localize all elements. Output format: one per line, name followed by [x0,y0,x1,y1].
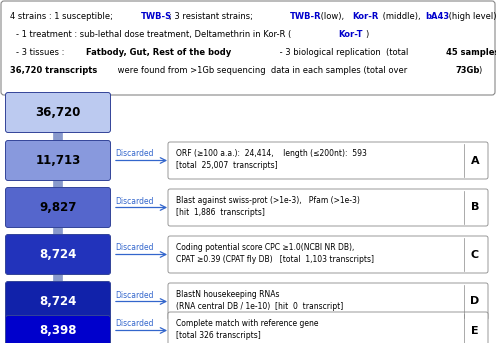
Text: E: E [471,326,479,335]
FancyBboxPatch shape [168,236,488,273]
Text: - 1 treatment : sub-lethal dose treatment, Deltamethrin in Kor-R (: - 1 treatment : sub-lethal dose treatmen… [16,30,291,39]
FancyBboxPatch shape [1,1,495,95]
Text: TWB-R: TWB-R [290,12,321,21]
FancyBboxPatch shape [5,188,111,227]
Text: 4 strains : 1 susceptible;: 4 strains : 1 susceptible; [10,12,116,21]
Text: ): ) [365,30,368,39]
FancyBboxPatch shape [168,142,488,179]
Text: A: A [471,155,479,166]
Text: D: D [470,296,480,307]
FancyBboxPatch shape [168,189,488,226]
Text: 36,720 transcripts: 36,720 transcripts [10,66,97,75]
Text: 45 samples: 45 samples [446,48,496,57]
Text: (low),: (low), [318,12,347,21]
Text: ): ) [478,66,481,75]
FancyBboxPatch shape [5,316,111,343]
Text: BlastN housekeeping RNAs
(RNA central DB / 1e-10)  [hit  0  transcript]: BlastN housekeeping RNAs (RNA central DB… [176,290,343,311]
Text: Blast against swiss-prot (>1e-3),   Pfam (>1e-3)
[hit  1,886  transcripts]: Blast against swiss-prot (>1e-3), Pfam (… [176,196,360,217]
FancyBboxPatch shape [5,141,111,180]
Text: Kor-T: Kor-T [338,30,363,39]
Text: ; 3 resistant strains;: ; 3 resistant strains; [169,12,255,21]
Text: (high level): (high level) [446,12,496,21]
Text: TWB-S: TWB-S [141,12,172,21]
Text: Discarded: Discarded [115,319,153,329]
Text: 8,724: 8,724 [39,295,77,308]
Text: 9,827: 9,827 [39,201,77,214]
Text: Discarded: Discarded [115,244,153,252]
Text: Kor-R: Kor-R [352,12,378,21]
Text: (middle),: (middle), [380,12,423,21]
Text: Discarded: Discarded [115,150,153,158]
FancyBboxPatch shape [5,235,111,274]
Text: 8,398: 8,398 [39,324,77,337]
Text: C: C [471,249,479,260]
FancyBboxPatch shape [168,312,488,343]
Text: Discarded: Discarded [115,291,153,299]
Text: 8,724: 8,724 [39,248,77,261]
Text: Discarded: Discarded [115,197,153,205]
Text: 11,713: 11,713 [35,154,81,167]
Text: - 3 biological replication  (total: - 3 biological replication (total [256,48,411,57]
Text: Fatbody, Gut, Rest of the body: Fatbody, Gut, Rest of the body [86,48,231,57]
Text: Coding potential score CPC ≥1.0(NCBI NR DB),
CPAT ≥0.39 (CPAT fly DB)   [total  : Coding potential score CPC ≥1.0(NCBI NR … [176,243,374,264]
Text: ORF (≥100 a.a.):  24,414,    length (≤200nt):  593
[total  25,007  transcripts]: ORF (≥100 a.a.): 24,414, length (≤200nt)… [176,149,367,170]
FancyBboxPatch shape [5,93,111,132]
Text: bA43: bA43 [425,12,449,21]
Text: 73Gb: 73Gb [455,66,479,75]
Text: - 3 tissues :: - 3 tissues : [16,48,67,57]
FancyBboxPatch shape [5,282,111,321]
Text: B: B [471,202,479,213]
FancyBboxPatch shape [168,283,488,320]
Text: were found from >1Gb sequencing  data in each samples (total over: were found from >1Gb sequencing data in … [115,66,410,75]
Text: 36,720: 36,720 [35,106,81,119]
Text: Complete match with reference gene
[total 326 transcripts]: Complete match with reference gene [tota… [176,319,318,340]
